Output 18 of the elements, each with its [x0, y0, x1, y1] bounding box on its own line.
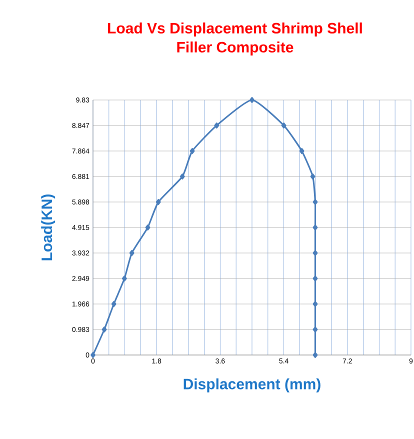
point [312, 198, 318, 205]
point [180, 173, 185, 180]
point [156, 198, 161, 205]
point [111, 300, 116, 307]
point [281, 122, 286, 128]
point [129, 250, 134, 256]
point [122, 275, 127, 282]
point [310, 173, 316, 180]
chart-title: Load Vs Displacement Shrimp Shell Filler Composite [108, 22, 362, 56]
point [250, 96, 254, 103]
point [190, 148, 195, 154]
point [145, 224, 150, 230]
x-axis-title: Displacement (mm) [184, 378, 320, 392]
point [102, 326, 107, 332]
point [90, 352, 96, 358]
y-axis-title: Load(KN) [41, 194, 56, 260]
point [299, 148, 304, 154]
point [214, 122, 220, 128]
